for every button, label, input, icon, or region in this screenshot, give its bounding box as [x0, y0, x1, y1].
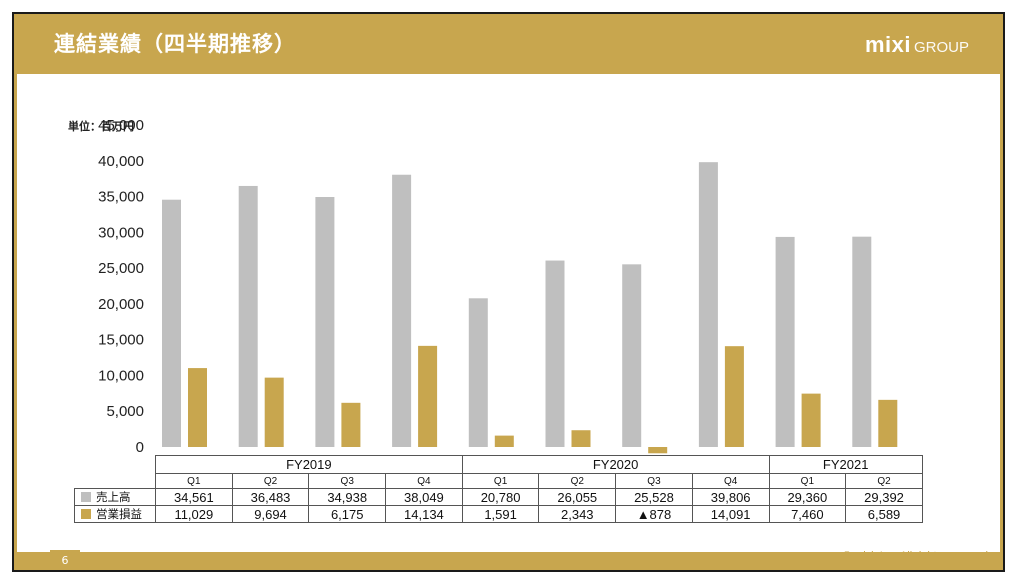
data-value-cell: 36,483 [231, 488, 310, 506]
sales-bar [698, 162, 718, 447]
data-value-cell: 6,175 [308, 505, 387, 523]
quarter-label: Q2 [538, 473, 617, 489]
operating-profit-bar [264, 377, 284, 447]
operating-profit-bar [801, 393, 821, 447]
y-tick-label: 30,000 [98, 224, 144, 241]
operating-profit-bar [341, 402, 361, 447]
y-tick-label: 25,000 [98, 260, 144, 277]
series-name: 売上高 [96, 492, 131, 504]
y-tick-label: 45,000 [98, 117, 144, 134]
y-tick-label: 40,000 [98, 153, 144, 170]
operating-profit-bar [494, 435, 514, 447]
quarter-row: Q1 Q2 Q3 Q4 Q1 Q2 Q3 Q4 Q1 Q2 [75, 473, 923, 489]
operating-profit-row: 営業損益 11,029 9,694 6,175 14,134 1,591 2,343 ▲878… [74, 505, 923, 523]
fiscal-year-row: FY2019 FY2020 FY2021 [75, 455, 923, 474]
data-value-cell: 1,591 [461, 505, 540, 523]
operating-profit-bar [571, 430, 591, 447]
data-table: FY2019 FY2020 FY2021 Q1 Q2 Q3 Q4 Q1 Q2 Q3 Q4 Q1 Q2 … [74, 455, 923, 523]
footer-bar [14, 552, 1003, 570]
unit-label: 単位：百万円 [68, 120, 134, 133]
fiscal-year-label: FY2021 [768, 455, 923, 474]
y-tick-label: 35,000 [98, 189, 144, 206]
data-value-cell: 11,029 [155, 505, 233, 523]
copyright-notice: © mixi, Inc. All rights reserved. [842, 550, 991, 562]
sales-bar [468, 298, 488, 447]
series-legend-label: 売上高 [74, 488, 156, 506]
fiscal-year-label: FY2019 [155, 455, 463, 474]
sales-row: 売上高 34,561 36,483 34,938 38,049 20,780 26,055 2… [74, 488, 923, 506]
data-value-cell: 38,049 [385, 488, 463, 506]
quarter-label: Q2 [845, 473, 923, 489]
slide: 連結業績（四半期推移） mixi GROUP 6 © mixi, Inc. All… [12, 12, 1005, 572]
sales-bar [162, 199, 181, 447]
quarter-label: Q1 [768, 473, 847, 489]
sales-bar [392, 174, 412, 447]
quarter-label: Q4 [691, 473, 770, 489]
sales-bar [545, 260, 565, 447]
data-value-cell: 29,360 [768, 488, 847, 506]
series-legend-label: 営業損益 [74, 505, 156, 523]
quarter-label: Q1 [461, 473, 540, 489]
data-value-cell: 14,091 [691, 505, 770, 523]
data-value-cell: ▲878 [615, 505, 693, 523]
data-value-cell: 26,055 [538, 488, 617, 506]
sales-bar [622, 264, 642, 447]
table-corner [75, 474, 156, 489]
quarter-label: Q2 [231, 473, 310, 489]
y-tick-label: 10,000 [98, 367, 144, 384]
operating-profit-bar [724, 346, 744, 447]
content-frame [14, 74, 1003, 552]
data-value-cell: 34,561 [155, 488, 233, 506]
logo-group-text: GROUP [913, 39, 969, 56]
sales-bar [238, 185, 258, 448]
quarter-label: Q1 [155, 473, 233, 489]
page-number: 6 [50, 550, 80, 570]
data-value-cell: 29,392 [845, 488, 923, 506]
data-value-cell: 7,460 [768, 505, 847, 523]
data-value-cell: 14,134 [385, 505, 463, 523]
y-tick-label: 20,000 [98, 296, 144, 313]
operating-profit-bar [648, 447, 668, 454]
legend-swatch [81, 509, 91, 519]
logo-mark: mixi [864, 32, 911, 57]
sales-bar [775, 236, 795, 447]
slide-title: 連結業績（四半期推移） [54, 32, 296, 56]
data-value-cell: 2,343 [538, 505, 617, 523]
operating-profit-bar [418, 345, 438, 447]
quarter-label: Q4 [385, 473, 463, 489]
operating-profit-bar [878, 399, 898, 447]
mixi-group-logo: mixi GROUP [865, 32, 969, 58]
header-bar: 連結業績（四半期推移） mixi GROUP [14, 14, 1003, 74]
fiscal-year-label: FY2020 [461, 455, 770, 474]
data-value-cell: 25,528 [615, 488, 693, 506]
quarter-label: Q3 [615, 473, 693, 489]
sales-bar [852, 236, 872, 447]
data-value-cell: 20,780 [461, 488, 540, 506]
y-tick-label: 0 [136, 439, 144, 456]
data-value-cell: 9,694 [231, 505, 310, 523]
operating-profit-bar [188, 368, 207, 447]
quarter-label: Q3 [308, 473, 387, 489]
bar-chart: 0 5,000 10,000 15,000 20,000 25,000 30,000 35,0… [98, 117, 898, 456]
y-tick-label: 15,000 [98, 332, 144, 349]
data-value-cell: 6,589 [845, 505, 923, 523]
y-tick-label: 5,000 [106, 403, 144, 420]
sales-bar [315, 196, 335, 447]
data-value-cell: 39,806 [691, 488, 770, 506]
table-corner [75, 456, 156, 474]
legend-swatch [81, 492, 91, 502]
series-name: 営業損益 [96, 509, 142, 521]
data-value-cell: 34,938 [308, 488, 387, 506]
